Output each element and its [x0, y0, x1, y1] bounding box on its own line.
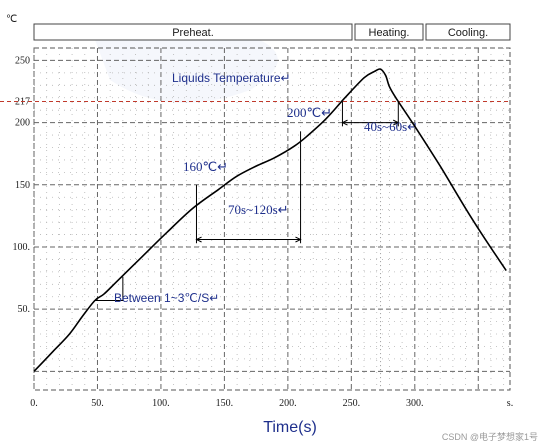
y-tick-label: 150 [15, 180, 30, 191]
y-tick-label: 100. [13, 242, 31, 253]
x-tick-label: 200. [279, 398, 297, 409]
liquidus-label: Liquids Temperature↵ [172, 71, 291, 85]
x-tick-label: 250. [343, 398, 361, 409]
annotation-160c: 160℃↵ [183, 159, 228, 174]
y-tick-label: 250 [15, 55, 30, 66]
y-axis-unit-label: ℃ [6, 14, 17, 25]
annotation-guides [94, 69, 400, 390]
annotation-200c: 200℃↵ [287, 105, 332, 120]
x-tick-label: 100. [152, 398, 170, 409]
axis-ticks: 0. 50. 100. 150. 200. 250. 300. s. 50. 100. 150 200… [13, 55, 514, 409]
span-40-60-arrow-right [393, 119, 400, 126]
y-tick-label: 200 [15, 118, 30, 129]
phase-box-cooling [425, 23, 511, 41]
annotation-70s-120s: 70s~120s↵ [228, 202, 289, 217]
x-tick-label: 0. [30, 398, 38, 409]
background-watermark-shape [95, 25, 278, 103]
phase-label-heating: Heating. [369, 27, 410, 39]
x-tick-label: 300. [406, 398, 424, 409]
annotation-slope: Between 1~3℃/S↵ [114, 291, 219, 305]
temperature-curve [33, 68, 507, 372]
plot-frame [33, 47, 511, 391]
phase-label-cooling: Cooling. [448, 27, 488, 39]
phase-bar: Preheat. Heating. Cooling. [33, 23, 511, 41]
span-40-60-arrow-left [341, 119, 348, 126]
x-tick-label: 150. [216, 398, 234, 409]
slope-triangle [94, 276, 124, 301]
x-axis-title: Time(s) [263, 419, 317, 436]
x-tick-label: 50. [91, 398, 104, 409]
phase-box-heating [354, 23, 424, 41]
span-70-120-arrow-right [295, 236, 302, 243]
annotation-40s-60s: 40s~60s↵ [364, 119, 418, 134]
span-70-120-arrow-left [195, 236, 202, 243]
phase-label-preheat: Preheat. [172, 27, 214, 39]
x-tick-label: s. [507, 398, 513, 409]
phase-box-preheat [33, 23, 353, 41]
watermark: CSDN @电子梦想家1号 [442, 431, 538, 442]
grid [33, 47, 511, 391]
y-tick-label: 50. [18, 304, 31, 315]
